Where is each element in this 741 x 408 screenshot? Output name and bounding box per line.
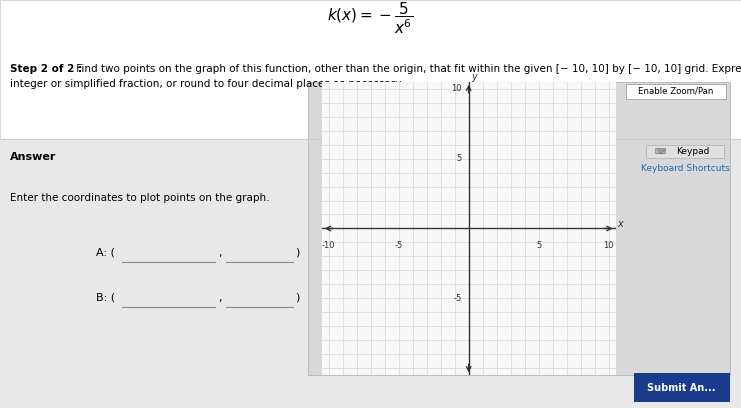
Bar [308,82,730,375]
Text: A: (: A: ( [96,248,115,258]
Bar [646,145,724,158]
Text: Answer: Answer [10,152,56,162]
Text: integer or simplified fraction, or round to four decimal places as necessary.: integer or simplified fraction, or round… [10,79,403,89]
Text: Enable Zoom/Pan: Enable Zoom/Pan [639,87,714,96]
Text: -5: -5 [395,241,403,250]
Text: -5: -5 [453,294,462,303]
Text: 10: 10 [603,241,614,250]
Bar [0,0,741,139]
Text: 5: 5 [536,241,541,250]
Text: 5: 5 [456,154,462,163]
Text: Enter the coordinates to plot points on the graph.: Enter the coordinates to plot points on … [10,193,269,203]
Text: ⌨: ⌨ [655,147,666,156]
Text: ): ) [295,248,299,258]
Text: $k(x) = -\dfrac{5}{x^6}$: $k(x) = -\dfrac{5}{x^6}$ [328,1,413,36]
Bar [626,84,726,99]
Text: ,: , [219,248,222,258]
Text: y: y [471,72,477,82]
Text: Keyboard Shortcuts: Keyboard Shortcuts [641,164,729,173]
Text: x: x [617,219,622,229]
Text: Keypad: Keypad [676,147,709,156]
Text: 10: 10 [451,84,462,93]
Bar [634,373,730,402]
Text: Step 2 of 2 :: Step 2 of 2 : [10,64,85,74]
Text: B: (: B: ( [96,293,116,303]
Text: Find two points on the graph of this function, other than the origin, that fit w: Find two points on the graph of this fun… [73,64,741,74]
Text: -10: -10 [322,241,336,250]
Text: ,: , [219,293,222,303]
Text: Submit An...: Submit An... [648,383,716,392]
Text: ): ) [295,293,299,303]
